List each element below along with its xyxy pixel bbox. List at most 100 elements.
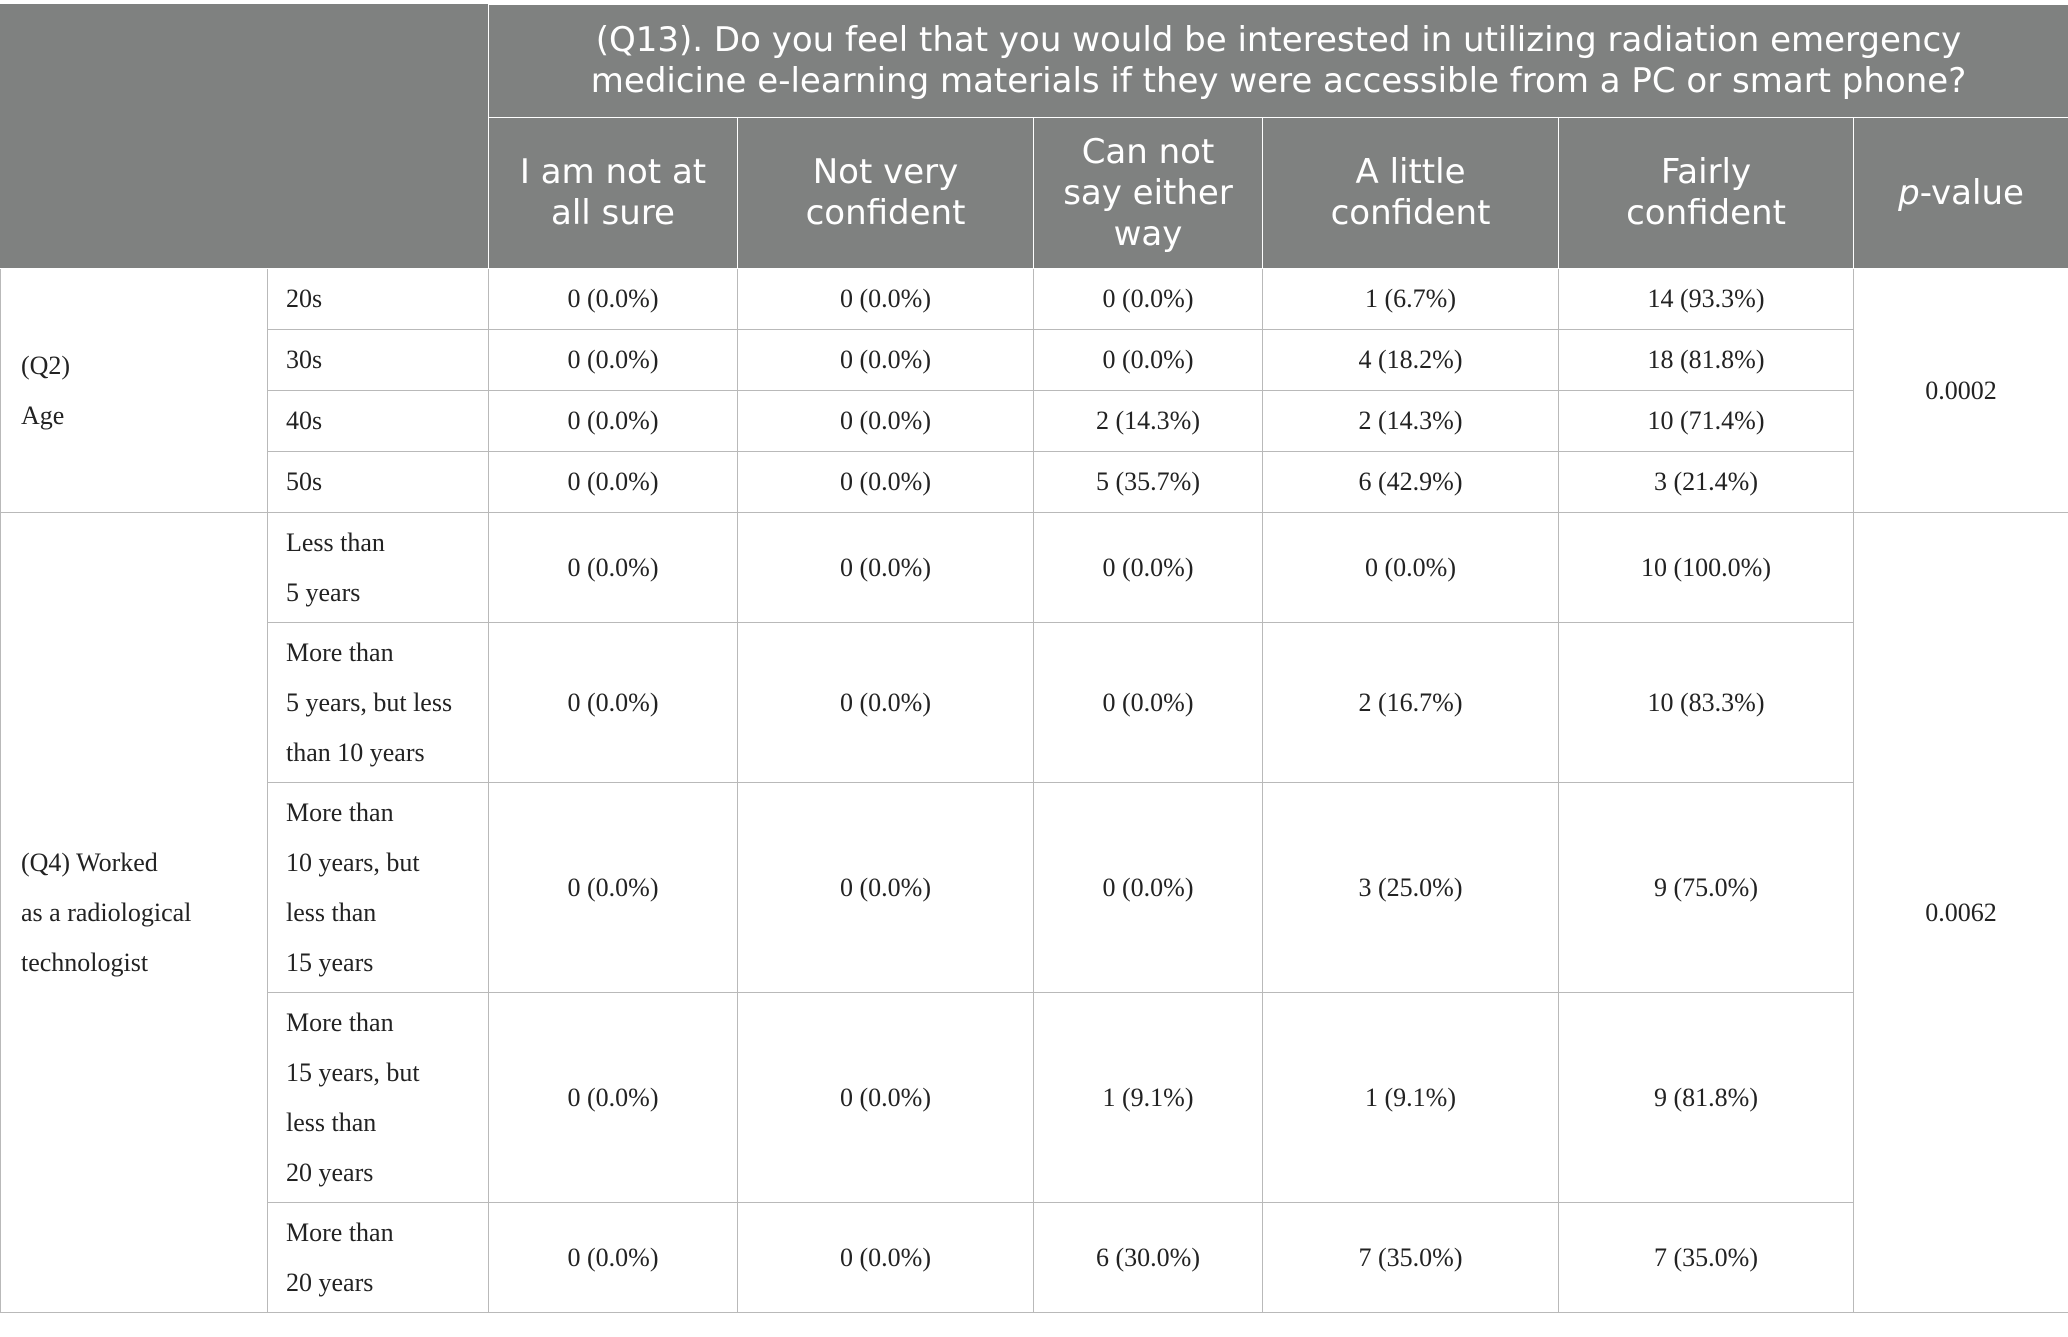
value-cell: 0 (0.0%) (488, 992, 738, 1203)
row-label-line: More than (286, 797, 394, 827)
row-label-line: 20 years (286, 1267, 374, 1297)
row-label-line: less than (286, 897, 377, 927)
row-label-line: than 10 years (286, 737, 425, 767)
option-label-line: way (1113, 213, 1183, 254)
value-cell: 0 (0.0%) (1033, 329, 1263, 391)
option-label-line: Can not (1081, 131, 1215, 172)
question-line: (Q13). Do you feel that you would be int… (595, 20, 1962, 60)
row-label-line: 15 years, but (286, 1057, 420, 1087)
row-label-line: 30s (286, 345, 323, 374)
p-value-header: p-value (1852, 117, 2068, 269)
row-label-line: 5 years, but less (286, 687, 453, 717)
option-label-line: confident (1330, 193, 1491, 233)
row-label-line: More than (286, 637, 394, 667)
value-cell: 10 (100.0%) (1558, 512, 1854, 623)
row-label: More than 15 years, but less than 20 yea… (267, 992, 489, 1203)
row-label-line: less than (286, 1107, 377, 1137)
value-cell: 0 (0.0%) (1262, 512, 1559, 623)
row-label: 20s (267, 268, 489, 330)
table-row: More than 20 years 0 (0.0%) 0 (0.0%) 6 (… (1, 1202, 2068, 1313)
row-label: More than 5 years, but less than 10 year… (267, 622, 489, 783)
table-body: (Q2) Age 20s 0 (0.0%) 0 (0.0%) 0 (0.0%) … (0, 268, 2068, 1313)
row-label-line: 5 years (286, 577, 361, 607)
value-cell: 9 (75.0%) (1558, 782, 1854, 993)
group-label-line: technologist (21, 947, 149, 977)
survey-table: (Q13). Do you feel that you would be int… (0, 4, 2068, 1313)
value-cell: 10 (83.3%) (1558, 622, 1854, 783)
row-label-line: 20 years (286, 1157, 374, 1187)
option-label-line: confident (805, 193, 966, 233)
value-cell: 0 (0.0%) (1033, 782, 1263, 993)
row-label-line: 15 years (286, 947, 374, 977)
table-header: (Q13). Do you feel that you would be int… (0, 4, 2068, 269)
value-cell: 7 (35.0%) (1262, 1202, 1559, 1313)
value-cell: 2 (14.3%) (1033, 390, 1263, 452)
option-header-fairly-confident: Fairly confident (1558, 117, 1854, 269)
value-cell: 9 (81.8%) (1558, 992, 1854, 1203)
p-value-header-italic: p (1898, 172, 1920, 213)
row-label: More than 20 years (267, 1202, 489, 1313)
row-label: Less than 5 years (267, 512, 489, 623)
option-header-not-very-confident: Not very confident (737, 117, 1034, 269)
p-value-cell: 0.0002 (1852, 268, 2068, 513)
value-cell: 0 (0.0%) (488, 782, 738, 993)
value-cell: 0 (0.0%) (737, 512, 1034, 623)
option-header-cannot-say: Can not say either way (1033, 117, 1263, 269)
value-cell: 0 (0.0%) (1033, 268, 1263, 330)
question-header: (Q13). Do you feel that you would be int… (487, 4, 2068, 118)
row-label: 30s (267, 329, 489, 391)
value-cell: 14 (93.3%) (1558, 268, 1854, 330)
group-label-worked: (Q4) Worked as a radiological technologi… (0, 512, 268, 1313)
value-cell: 2 (16.7%) (1262, 622, 1559, 783)
table-row: 30s 0 (0.0%) 0 (0.0%) 0 (0.0%) 4 (18.2%)… (1, 329, 2068, 391)
table-row: (Q4) Worked as a radiological technologi… (0, 512, 2068, 1313)
value-cell: 5 (35.7%) (1033, 451, 1263, 513)
value-cell: 0 (0.0%) (1033, 622, 1263, 783)
table-row: More than 15 years, but less than 20 yea… (1, 992, 2068, 1203)
option-label-line: A little (1355, 152, 1466, 192)
value-cell: 0 (0.0%) (737, 1202, 1034, 1313)
value-cell: 0 (0.0%) (488, 622, 738, 783)
value-cell: 0 (0.0%) (488, 268, 738, 330)
group-label-line: (Q2) (21, 350, 71, 380)
value-cell: 0 (0.0%) (737, 390, 1034, 452)
option-label-line: Not very (812, 152, 959, 192)
value-cell: 0 (0.0%) (1033, 512, 1263, 623)
p-value-header-rest: -value (1919, 172, 2024, 213)
value-cell: 0 (0.0%) (488, 451, 738, 513)
option-label-line: Fairly (1660, 152, 1752, 192)
row-label-line: More than (286, 1007, 394, 1037)
option-header-not-at-all-sure: I am not at all sure (488, 117, 738, 269)
option-label-line: I am not at (519, 152, 707, 192)
value-cell: 0 (0.0%) (488, 390, 738, 452)
group-label-line: as a radiological (21, 897, 192, 927)
value-cell: 3 (21.4%) (1558, 451, 1854, 513)
value-cell: 3 (25.0%) (1262, 782, 1559, 993)
value-cell: 2 (14.3%) (1262, 390, 1559, 452)
value-cell: 0 (0.0%) (737, 992, 1034, 1203)
row-label-line: More than (286, 1217, 394, 1247)
value-cell: 1 (9.1%) (1033, 992, 1263, 1203)
value-cell: 7 (35.0%) (1558, 1202, 1854, 1313)
row-label: 50s (267, 451, 489, 513)
group-label-line: (Q4) Worked (21, 847, 158, 877)
value-cell: 0 (0.0%) (488, 329, 738, 391)
row-label-line: 40s (286, 406, 323, 435)
value-cell: 18 (81.8%) (1558, 329, 1854, 391)
value-cell: 6 (42.9%) (1262, 451, 1559, 513)
table-row: 40s 0 (0.0%) 0 (0.0%) 2 (14.3%) 2 (14.3%… (1, 390, 2068, 452)
value-cell: 0 (0.0%) (737, 268, 1034, 330)
table-row: More than 10 years, but less than 15 yea… (1, 782, 2068, 993)
value-cell: 1 (9.1%) (1262, 992, 1559, 1203)
row-label-line: 20s (286, 284, 323, 313)
value-cell: 6 (30.0%) (1033, 1202, 1263, 1313)
value-cell: 0 (0.0%) (488, 1202, 738, 1313)
option-label-line: say either (1063, 172, 1233, 213)
value-cell: 0 (0.0%) (737, 622, 1034, 783)
p-value-cell: 0.0062 (1852, 512, 2068, 1313)
question-line: medicine e-learning materials if they we… (590, 61, 1967, 101)
table-row: More than 5 years, but less than 10 year… (1, 622, 2068, 783)
header-row-question: (Q13). Do you feel that you would be int… (0, 4, 2068, 269)
value-cell: 0 (0.0%) (737, 782, 1034, 993)
row-label: More than 10 years, but less than 15 yea… (267, 782, 489, 993)
